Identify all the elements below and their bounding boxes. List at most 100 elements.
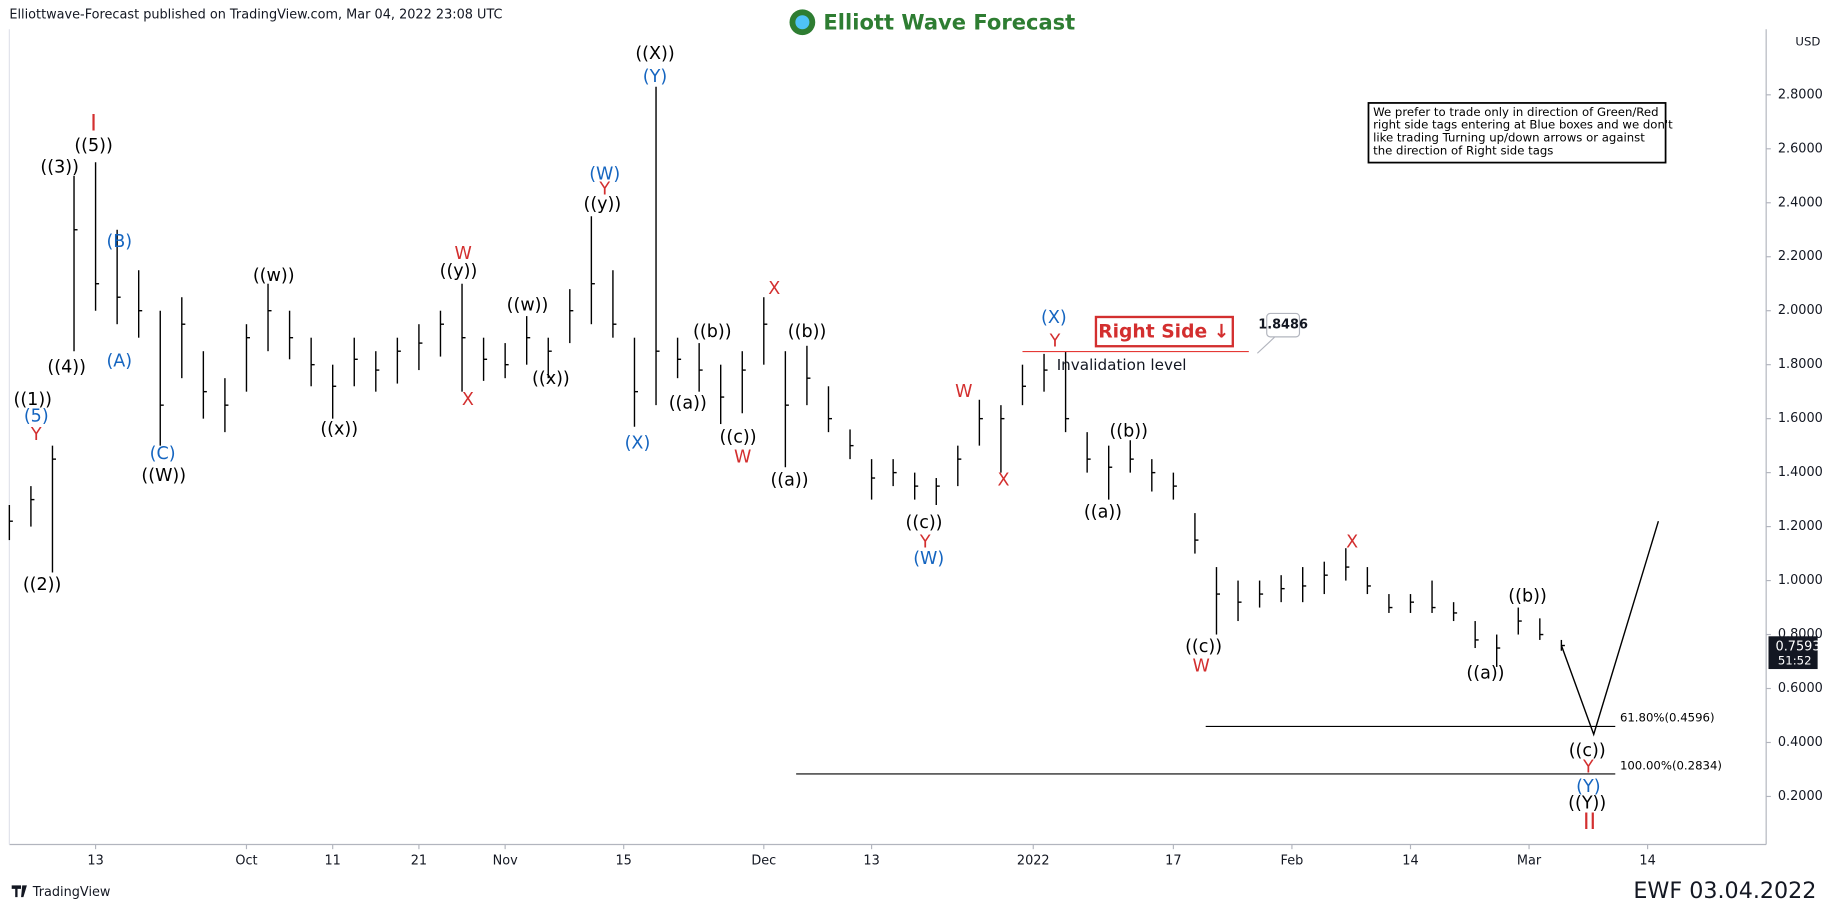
wave-label: ((b)) — [788, 322, 827, 342]
wave-label: Y — [919, 533, 931, 553]
wave-label: ((2)) — [23, 575, 62, 595]
right-side-box — [1094, 315, 1234, 348]
wave-label: ((w)) — [507, 295, 549, 315]
wave-label: ((W)) — [141, 466, 186, 486]
y-tick-label: 0.4000 — [1778, 735, 1823, 750]
wave-label: ((4)) — [47, 357, 86, 377]
logo-text: Elliott Wave Forecast — [823, 9, 1075, 34]
y-tick-label: 2.4000 — [1778, 195, 1823, 210]
y-tick-label: 1.4000 — [1778, 465, 1823, 480]
wave-label: (5) — [24, 406, 49, 426]
wave-label: (B) — [106, 232, 132, 252]
y-tick-label: 0.6000 — [1778, 681, 1823, 696]
y-tick-label: 2.2000 — [1778, 249, 1823, 264]
wave-label: ((c)) — [1185, 637, 1222, 657]
wave-label: Y — [1049, 332, 1061, 352]
wave-label: W — [1193, 657, 1210, 677]
wave-label: ((c)) — [906, 513, 943, 533]
y-tick-label: 2.6000 — [1778, 141, 1823, 156]
y-tick-label: 2.8000 — [1778, 87, 1823, 102]
note-line: like trading Turning up/down arrows or a… — [1373, 131, 1645, 145]
wave-label: ((x)) — [532, 369, 570, 389]
footer-left: TradingView — [32, 885, 111, 900]
wave-label: ((x)) — [320, 419, 358, 439]
wave-label: ((3)) — [40, 157, 79, 177]
wave-label: ((y)) — [440, 261, 478, 281]
note-line: the direction of Right side tags — [1373, 143, 1553, 157]
x-tick-label: 14 — [1639, 853, 1655, 868]
wave-label: Y — [598, 179, 610, 199]
y-tick-label: 1.2000 — [1778, 519, 1823, 534]
wave-label: ((1)) — [13, 390, 52, 410]
y-tick-label: 0.2000 — [1778, 789, 1823, 804]
wave-label: II — [1583, 809, 1596, 835]
fib-label: 61.80%(0.4596) — [1620, 711, 1715, 725]
fib-label: 100.00%(0.2834) — [1620, 758, 1722, 772]
wave-label: ((c)) — [1569, 741, 1606, 761]
x-tick-label: 11 — [325, 853, 341, 868]
wave-label: ((5)) — [74, 136, 113, 156]
wave-label: I — [90, 110, 97, 136]
x-tick-label: 15 — [616, 853, 632, 868]
wave-label: W — [455, 244, 472, 264]
x-tick-label: Mar — [1517, 853, 1542, 868]
y-tick-label: 0.8000 — [1778, 627, 1823, 642]
logo-icon-inner — [795, 15, 810, 30]
x-tick-label: 17 — [1165, 853, 1181, 868]
wave-label: ((X)) — [635, 44, 674, 64]
tv-logo — [11, 885, 27, 898]
invalidation-label: Invalidation level — [1057, 356, 1187, 374]
note-box — [1367, 102, 1667, 164]
x-tick-label: 13 — [87, 853, 103, 868]
wave-label: (W) — [589, 164, 620, 184]
wave-label: (Y) — [1576, 777, 1600, 797]
wave-label: (X) — [1041, 308, 1067, 328]
wave-label: Y — [1582, 757, 1594, 777]
footer-right: EWF 03.04.2022 — [1633, 878, 1816, 904]
currency: USD — [1795, 35, 1820, 49]
projection — [1560, 520, 1660, 737]
countdown: 51:52 — [1778, 653, 1812, 667]
wave-label: ((a)) — [770, 471, 808, 491]
wave-label: ((a)) — [669, 394, 707, 414]
wave-label: X — [462, 390, 474, 410]
note-line: We prefer to trade only in direction of … — [1373, 105, 1658, 119]
y-tick-label: 1.6000 — [1778, 411, 1823, 426]
wave-label: ((y)) — [583, 195, 621, 215]
callout-pointer — [1256, 336, 1276, 354]
wave-label: (Y) — [643, 67, 667, 87]
x-tick-label: Dec — [751, 853, 776, 868]
y-tick-label: 1.0000 — [1778, 573, 1823, 588]
right-side-label: Right Side ↓ — [1098, 322, 1229, 343]
wave-label: (X) — [625, 433, 651, 453]
wave-label: X — [768, 279, 780, 299]
last-price-tag — [1768, 636, 1818, 670]
wave-label: ((b)) — [1508, 587, 1547, 607]
wave-label: X — [1346, 533, 1358, 553]
last-price: 0.7593 — [1776, 639, 1821, 654]
header: Elliottwave-Forecast published on Tradin… — [9, 8, 502, 23]
wave-label: (A) — [106, 351, 132, 371]
wave-label: (W) — [913, 549, 944, 569]
note-line: right side tags entering at Blue boxes a… — [1373, 118, 1673, 132]
wave-label: Y — [30, 425, 42, 445]
wave-label: (C) — [150, 444, 176, 464]
x-tick-label: 2022 — [1017, 853, 1050, 868]
wave-label: ((Y)) — [1568, 794, 1606, 814]
wave-label: ((a)) — [1084, 502, 1122, 522]
wave-label: W — [955, 382, 972, 402]
y-tick-label: 2.0000 — [1778, 303, 1823, 318]
invalidation-price: 1.8486 — [1258, 318, 1308, 333]
wave-label: W — [734, 447, 751, 467]
wave-label: ((w)) — [253, 266, 295, 286]
wave-label: ((a)) — [1466, 664, 1504, 684]
x-tick-label: Oct — [235, 853, 257, 868]
wave-label: ((c)) — [720, 427, 757, 447]
price-callout-box — [1266, 312, 1301, 338]
x-tick-label: 21 — [411, 853, 427, 868]
wave-label: ((b)) — [1109, 422, 1148, 442]
x-tick-label: Feb — [1281, 853, 1304, 868]
y-tick-label: 1.8000 — [1778, 357, 1823, 372]
